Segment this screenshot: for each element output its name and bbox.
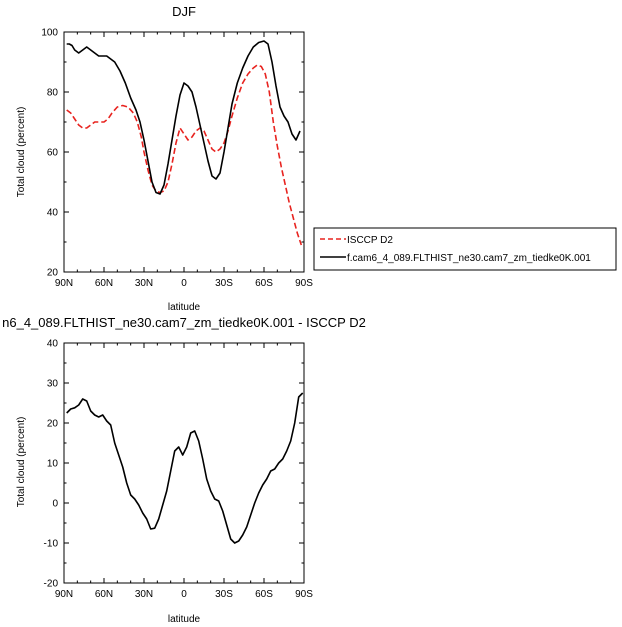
plot-frame-1 [63,342,305,584]
x-tick-label: 60N [95,278,113,289]
legend-label-isccp: ISCCP D2 [347,235,393,246]
bottom-title: n6_4_089.FLTHIST_ne30.cam7_zm_tiedke0K.0… [2,315,366,330]
x-tick-label: 60S [255,278,273,289]
top-plot-area: 90N 60N 30N 0 30S 60S 90S 20 40 60 80 100 [41,28,313,290]
series-line-0-1 [66,40,301,195]
y-tick-label: -20 [44,579,59,590]
top-title: DJF [172,4,196,19]
y-tick-label: 100 [41,28,58,39]
plot-frame-0 [63,31,305,273]
top-y-axis-label: Total cloud (percent) [16,107,27,198]
legend-label-model: f.cam6_4_089.FLTHIST_ne30.cam7_zm_tiedke… [347,253,591,264]
legend-box [313,227,617,271]
x-tick-label: 60N [95,589,113,600]
x-tick-label: 0 [181,278,187,289]
x-tick-label: 30S [215,278,233,289]
y-tick-label: -10 [44,539,59,550]
legend: ISCCP D2 f.cam6_4_089.FLTHIST_ne30.cam7_… [313,227,617,271]
bottom-y-axis-label: Total cloud (percent) [16,417,27,508]
panel-bottom: n6_4_089.FLTHIST_ne30.cam7_zm_tiedke0K.0… [2,315,366,625]
x-tick-label: 90S [295,278,313,289]
y-tick-label: 40 [47,339,59,350]
series-line-0-0 [66,64,303,246]
panel-top: DJF 90N 60N 30N 0 30S 60S 90S 20 40 60 80 100 latit… [16,4,313,313]
y-tick-label: 60 [47,148,59,159]
y-tick-label: 30 [47,379,59,390]
y-tick-label: 0 [52,499,58,510]
y-tick-label: 20 [47,268,59,279]
x-tick-label: 90N [55,589,73,600]
series-line-1-0 [66,392,304,544]
bottom-x-axis-label: latitude [168,614,201,625]
bottom-plot-area: 90N 60N 30N 0 30S 60S 90S -20 -10 0 10 20 30 40 [44,339,314,601]
y-tick-label: 80 [47,88,59,99]
y-tick-label: 20 [47,419,59,430]
x-tick-label: 0 [181,589,187,600]
x-tick-label: 90S [295,589,313,600]
x-tick-label: 60S [255,589,273,600]
y-tick-label: 40 [47,208,59,219]
x-tick-label: 30S [215,589,233,600]
x-tick-label: 30N [135,589,153,600]
top-x-axis-label: latitude [168,302,201,313]
x-tick-label: 90N [55,278,73,289]
y-tick-label: 10 [47,459,59,470]
x-tick-label: 30N [135,278,153,289]
